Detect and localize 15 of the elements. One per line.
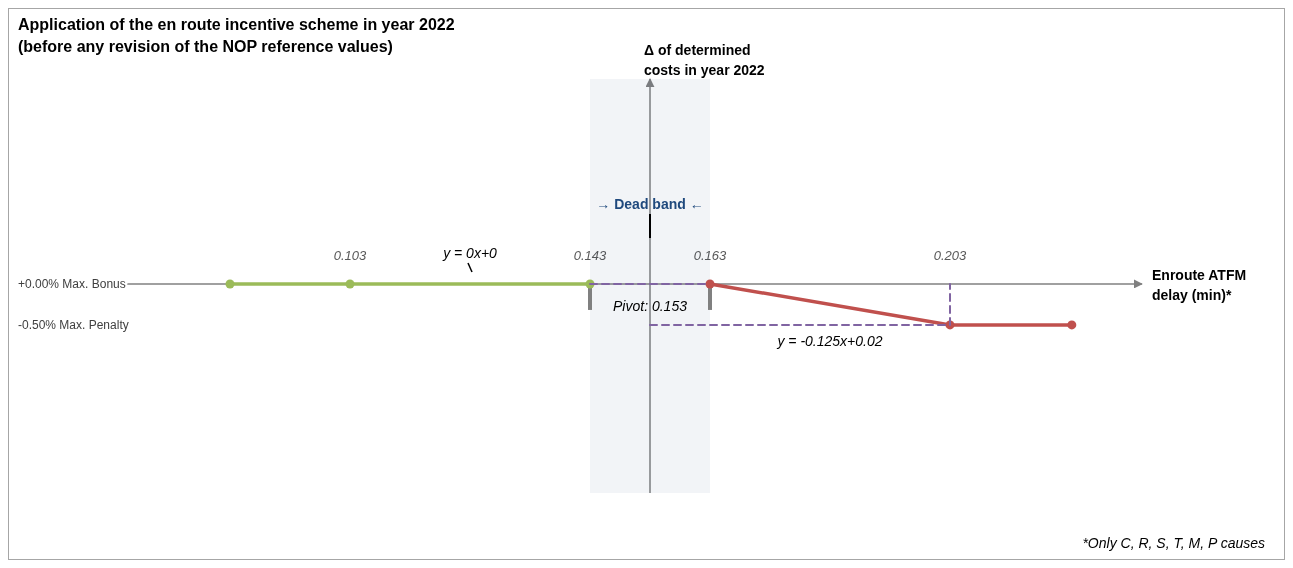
- x-tick-label: 0.203: [933, 247, 968, 263]
- text: *Only C, R, S, T, M, P causes: [1082, 535, 1265, 551]
- x-tick-label: 0.163: [693, 247, 728, 263]
- y-tick-label: +0.00% Max. Bonus: [18, 277, 126, 292]
- annotation: y = -0.125x+0.02: [776, 333, 883, 350]
- annotation: Pivot: 0.153: [613, 297, 688, 314]
- chart-title: Application of the en route incentive scheme in year 2022: [18, 16, 455, 33]
- x-tick-label: 0.143: [573, 247, 608, 263]
- y-tick-label: -0.50% Max. Penalty: [18, 318, 129, 333]
- chart-subtitle: (before any revision of the NOP reference values): [18, 38, 393, 55]
- band-label: → Dead band ←: [596, 195, 704, 212]
- annotation: y = 0x+0: [442, 244, 498, 261]
- y-axis-title: Δ of determined costs in year 2022: [644, 42, 765, 78]
- x-axis-title: Enroute ATFM delay (min)*: [1152, 266, 1247, 303]
- x-tick-label: 0.103: [333, 247, 368, 263]
